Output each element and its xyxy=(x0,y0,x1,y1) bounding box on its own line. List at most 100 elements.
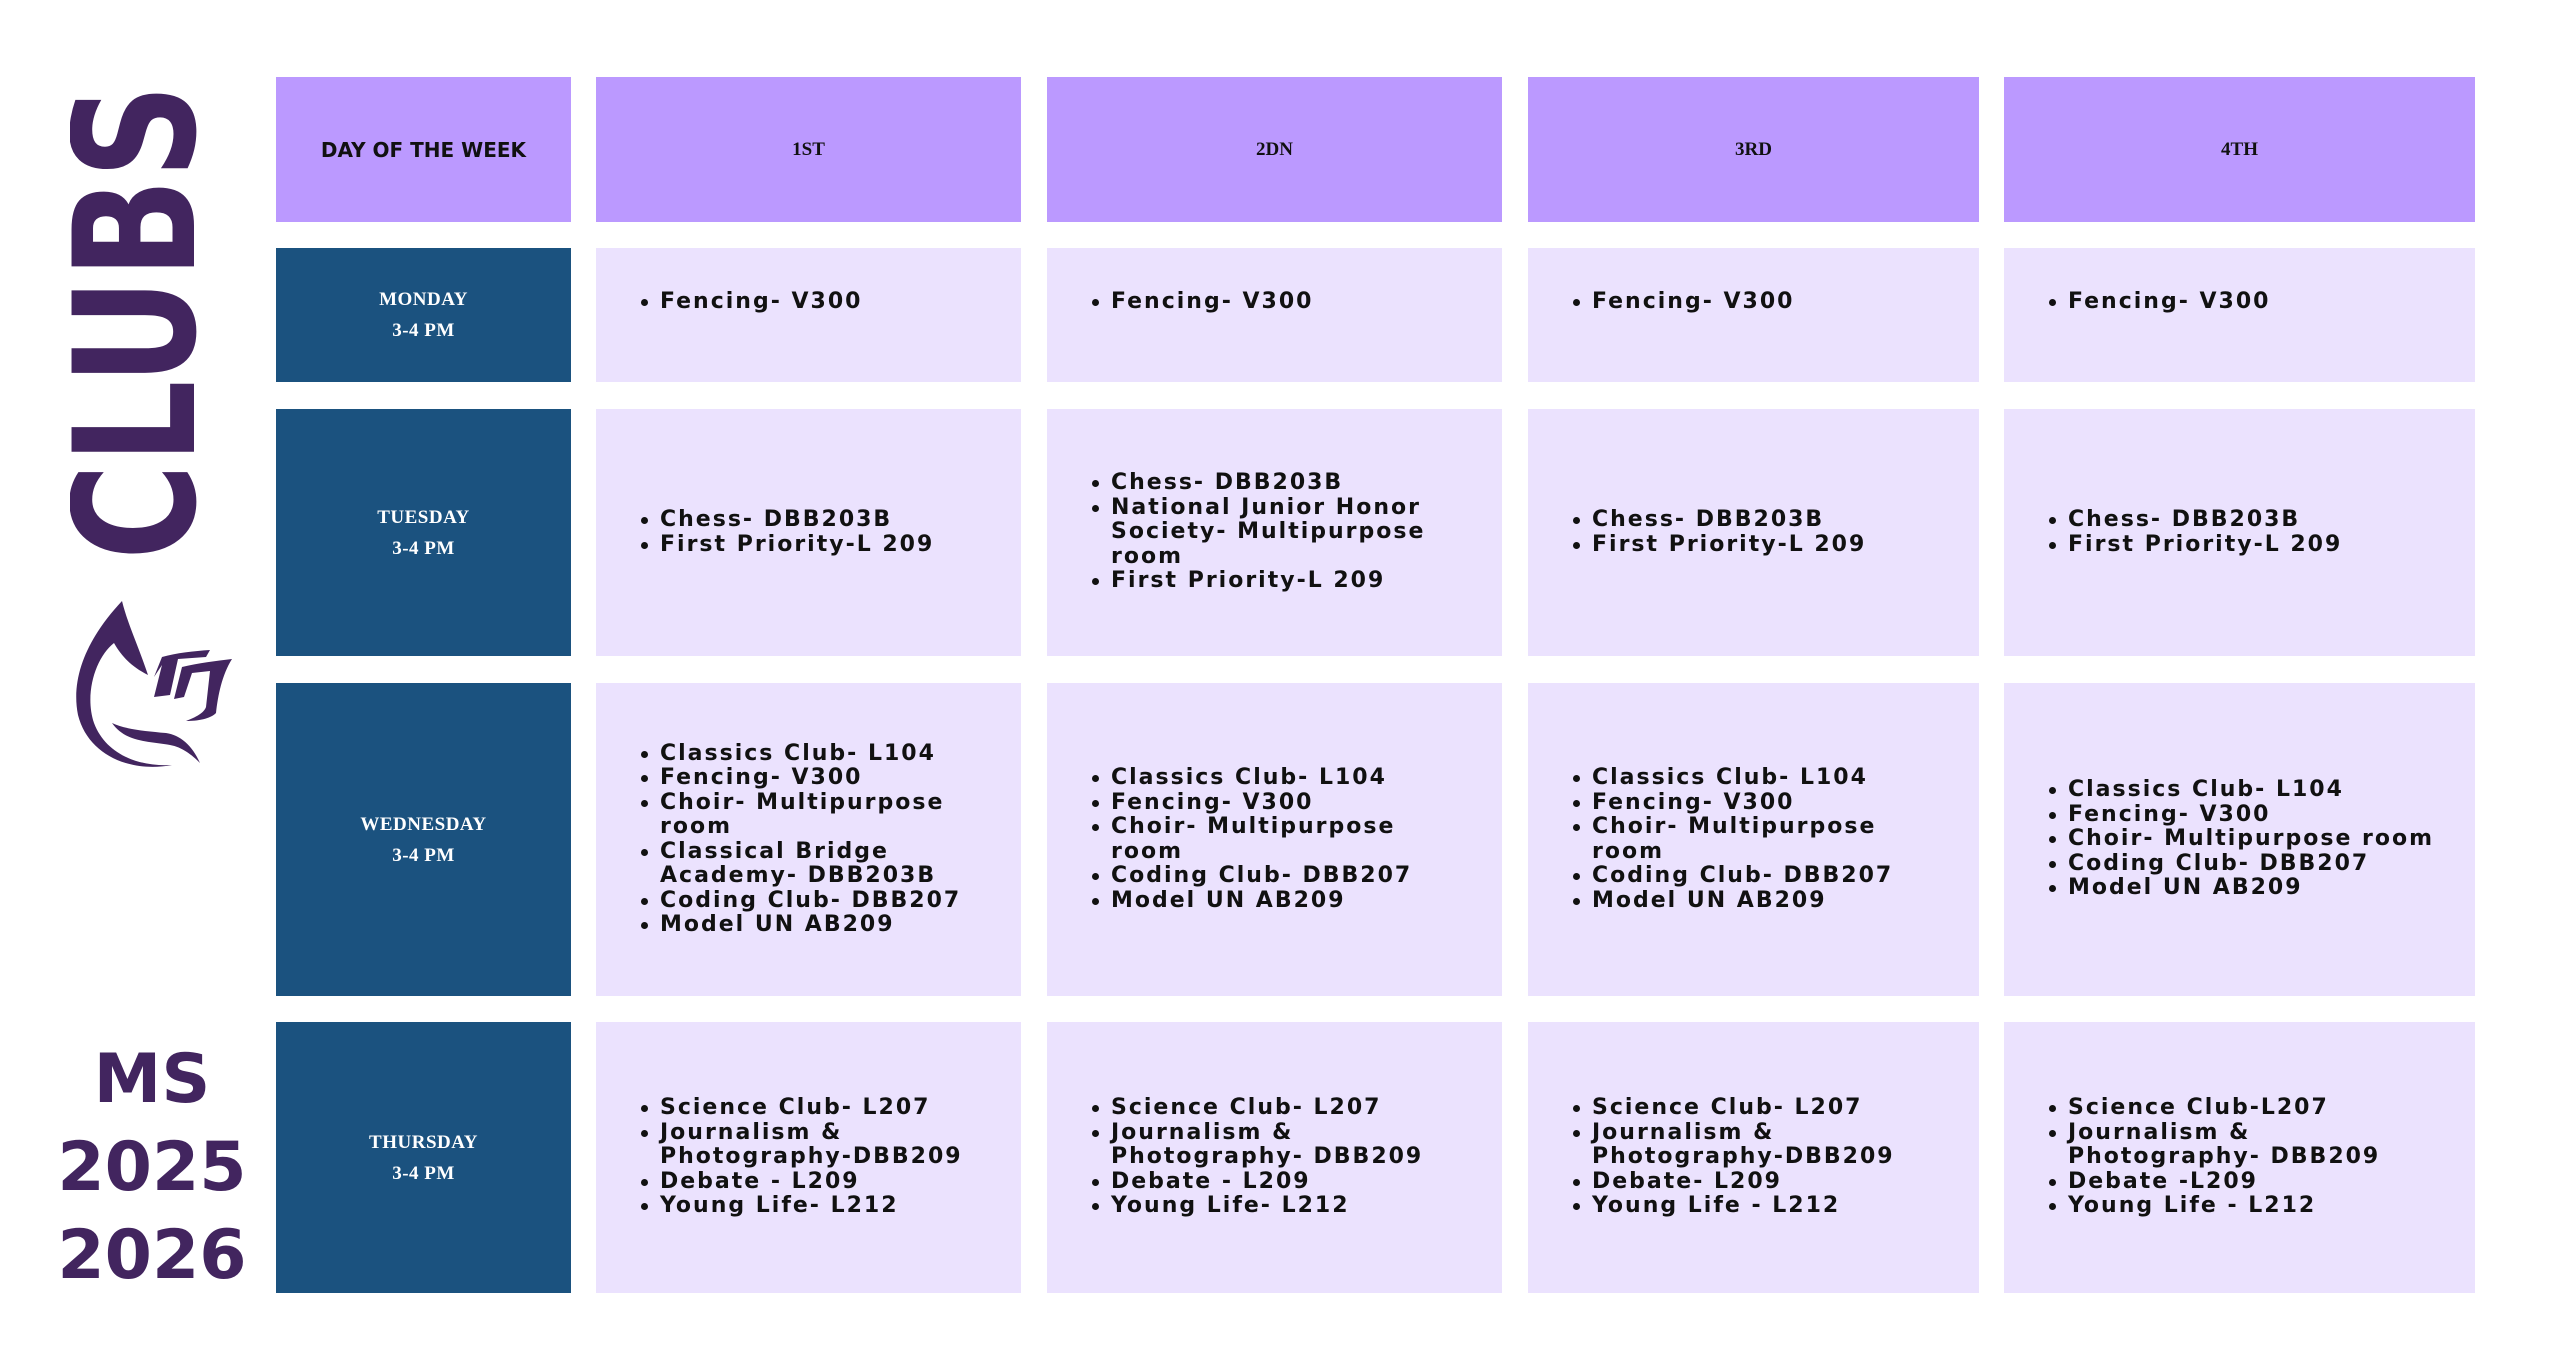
day-cell-thursday: THURSDAY 3-4 PM xyxy=(276,1022,571,1293)
club-list-item: First Priority-L 209 xyxy=(1572,531,1867,557)
club-list-item: Science Club- L207 xyxy=(641,1096,991,1121)
club-list: Chess- DBB203B National Junior Honor Soci… xyxy=(1091,471,1472,594)
club-list-item: Debate - L209 xyxy=(641,1169,991,1195)
club-list-item: Model UN AB209 xyxy=(1092,888,1472,914)
club-list-item: Model UN AB209 xyxy=(641,912,991,938)
club-list-item: Debate- L209 xyxy=(1573,1169,1949,1195)
club-list-item: Fencing- V300 xyxy=(640,289,863,314)
club-list-item: Classics Club- L104 xyxy=(641,741,991,767)
club-list: Science Club- L207 Journalism & Photograp… xyxy=(640,1096,991,1219)
day-time: 3-4 PM xyxy=(392,844,455,866)
day-name: THURSDAY xyxy=(369,1131,478,1153)
header-period-4: 4TH xyxy=(2004,77,2475,222)
schedule-cell: Fencing- V300 xyxy=(1528,248,1979,382)
day-name: TUESDAY xyxy=(377,506,470,528)
schedule-cell: Science Club- L207 Journalism & Photograp… xyxy=(596,1022,1021,1293)
club-list-item: Fencing- V300 xyxy=(2048,802,2434,828)
schedule-cell: Chess- DBB203B First Priority-L 209 xyxy=(2004,409,2475,656)
club-list: Science Club-L207 Journalism & Photograph… xyxy=(2048,1096,2445,1219)
club-list-item: Model UN AB209 xyxy=(1573,888,1949,914)
club-list: Chess- DBB203B First Priority-L 209 xyxy=(1572,507,1867,557)
schedule-cell: Science Club- L207 Journalism & Photograp… xyxy=(1047,1022,1502,1293)
club-list-item: National Junior Honor Society- Multipurp… xyxy=(1092,495,1472,570)
header-period-1: 1ST xyxy=(596,77,1021,222)
schedule-cell: Science Club- L207 Journalism & Photograp… xyxy=(1528,1022,1979,1293)
schedule-cell: Classics Club- L104 Fencing- V300 Choir- M… xyxy=(1528,683,1979,996)
day-time: 3-4 PM xyxy=(392,537,455,559)
club-list: Science Club- L207 Journalism & Photograp… xyxy=(1572,1096,1949,1219)
club-list-item: Classics Club- L104 xyxy=(2048,778,2434,803)
day-time: 3-4 PM xyxy=(392,1162,455,1184)
club-list-item: Fencing- V300 xyxy=(2048,289,2271,314)
day-cell-monday: MONDAY 3-4 PM xyxy=(276,248,571,382)
club-list: Chess- DBB203B First Priority-L 209 xyxy=(2048,507,2343,557)
club-list-item: Classical Bridge Academy- DBB203B xyxy=(641,839,991,889)
club-list-item: Science Club-L207 xyxy=(2049,1096,2445,1121)
club-list: Fencing- V300 xyxy=(1572,289,1795,315)
club-list-item: Choir- Multipurpose room xyxy=(2048,826,2435,852)
club-list-item: Coding Club- DBB207 xyxy=(641,888,991,914)
club-list-item: Science Club- L207 xyxy=(1573,1096,1949,1121)
schedule-cell: Chess- DBB203B National Junior Honor Soci… xyxy=(1047,409,1502,656)
day-cell-wednesday: WEDNESDAY 3-4 PM xyxy=(276,683,571,996)
clubs-title: CLUBS xyxy=(70,84,205,560)
club-list-item: Young Life- L212 xyxy=(641,1194,991,1219)
year-start-label: 2025 xyxy=(57,1128,247,1207)
club-list: Fencing- V300 xyxy=(640,289,863,315)
club-list-item: Debate - L209 xyxy=(1092,1169,1472,1195)
club-list-item: Journalism & Photography-DBB209 xyxy=(1573,1120,1949,1170)
day-name: MONDAY xyxy=(379,289,468,310)
club-list: Science Club- L207 Journalism & Photograp… xyxy=(1091,1096,1472,1219)
club-list-item: Journalism & Photography- DBB209 xyxy=(1092,1120,1472,1170)
schedule-cell: Chess- DBB203B First Priority-L 209 xyxy=(1528,409,1979,656)
club-list-item: Journalism & Photography- DBB209 xyxy=(2049,1120,2445,1170)
club-list-item: Classics Club- L104 xyxy=(1092,765,1472,791)
club-list-item: Coding Club- DBB207 xyxy=(1092,863,1472,889)
club-list-item: Young Life- L212 xyxy=(1092,1194,1472,1219)
day-time: 3-4 PM xyxy=(392,320,455,341)
year-end-label: 2026 xyxy=(57,1216,247,1295)
club-list-item: Chess- DBB203B xyxy=(1092,471,1472,496)
schedule-cell: Fencing- V300 xyxy=(596,248,1021,382)
schedule-cell: Science Club-L207 Journalism & Photograph… xyxy=(2004,1022,2475,1293)
club-list: Fencing- V300 xyxy=(2048,289,2271,315)
school-year-label: MS 2025 2026 xyxy=(52,1036,252,1300)
club-list: Fencing- V300 xyxy=(1091,289,1314,315)
club-list: Classics Club- L104 Fencing- V300 Choir- M… xyxy=(1091,765,1472,914)
club-list-item: Fencing- V300 xyxy=(1572,289,1795,314)
schedule-cell: Fencing- V300 xyxy=(1047,248,1502,382)
club-list-item: Young Life - L212 xyxy=(1573,1194,1949,1219)
club-list: Classics Club- L104 Fencing- V300 Choir- M… xyxy=(2048,778,2434,901)
club-list-item: First Priority-L 209 xyxy=(640,531,935,557)
club-list-item: Young Life - L212 xyxy=(2049,1194,2445,1219)
schedule-cell: Classics Club- L104 Fencing- V300 Choir- M… xyxy=(1047,683,1502,996)
club-list-item: Model UN AB209 xyxy=(2048,876,2434,901)
club-list: Chess- DBB203B First Priority-L 209 xyxy=(640,507,935,557)
schedule-cell: Classics Club- L104 Fencing- V300 Choir- M… xyxy=(596,683,1021,996)
club-list-item: First Priority-L 209 xyxy=(2048,531,2343,557)
header-period-3: 3RD xyxy=(1528,77,1979,222)
club-list-item: Chess- DBB203B xyxy=(2048,507,2342,533)
club-list-item: Science Club- L207 xyxy=(1092,1096,1472,1121)
club-list-item: Fencing- V300 xyxy=(1091,289,1314,314)
club-list-item: Classics Club- L104 xyxy=(1573,765,1949,791)
club-list-item: First Priority-L 209 xyxy=(1092,569,1472,594)
club-list-item: Coding Club- DBB207 xyxy=(1573,863,1949,889)
club-list-item: Chess- DBB203B xyxy=(640,507,934,533)
day-name: WEDNESDAY xyxy=(360,813,487,835)
header-period-2: 2DN xyxy=(1047,77,1502,222)
club-list-item: Debate -L209 xyxy=(2049,1169,2445,1195)
club-list-item: Fencing- V300 xyxy=(1092,790,1472,816)
level-label: MS xyxy=(93,1040,211,1119)
header-day-of-week: DAY OF THE WEEK xyxy=(276,77,571,222)
club-list-item: Choir- Multipurpose room xyxy=(1092,814,1472,864)
club-list-item: Coding Club- DBB207 xyxy=(2048,851,2434,877)
dove-flame-logo-icon xyxy=(76,601,232,767)
club-list-item: Choir- Multipurpose room xyxy=(641,790,991,840)
club-list: Classics Club- L104 Fencing- V300 Choir- M… xyxy=(1572,765,1949,914)
club-list-item: Fencing- V300 xyxy=(641,765,991,791)
schedule-cell: Classics Club- L104 Fencing- V300 Choir- M… xyxy=(2004,683,2475,996)
day-cell-tuesday: TUESDAY 3-4 PM xyxy=(276,409,571,656)
schedule-cell: Chess- DBB203B First Priority-L 209 xyxy=(596,409,1021,656)
club-list-item: Fencing- V300 xyxy=(1573,790,1949,816)
